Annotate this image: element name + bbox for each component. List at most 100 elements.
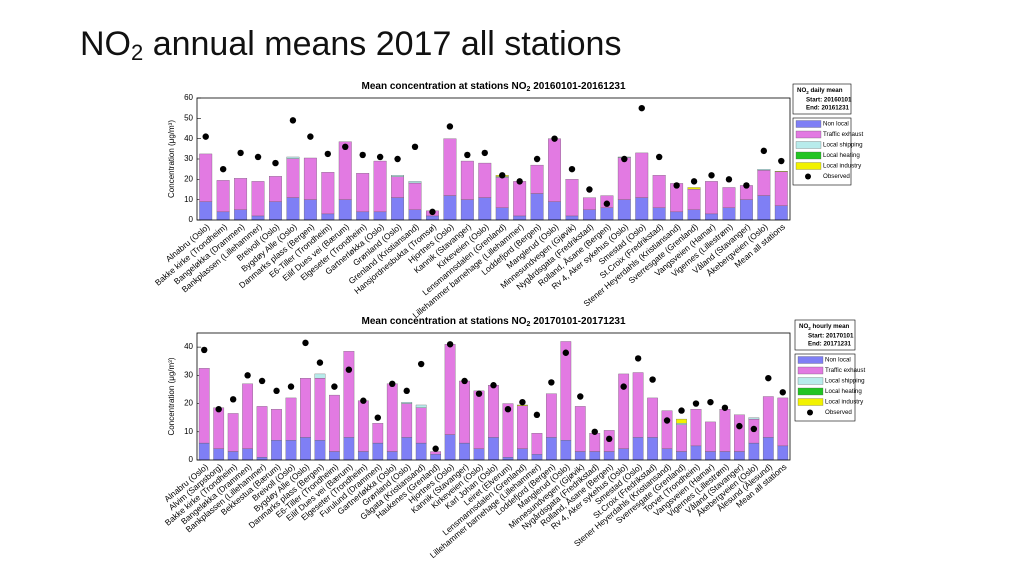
legend-swatch (795, 162, 822, 170)
observed-dot (638, 104, 645, 112)
bar-segment (513, 181, 527, 217)
bar-segment (408, 182, 422, 210)
bar-segment (560, 440, 572, 461)
bar-segment (314, 373, 326, 379)
bar-segment (459, 442, 470, 461)
bar-segment (488, 385, 499, 438)
bar-segment (690, 409, 702, 447)
bar-segment (582, 209, 596, 221)
bar-segment (530, 193, 544, 221)
bar-segment (748, 417, 760, 420)
bar-segment (338, 141, 352, 200)
legend-title-subscript: 2 (806, 90, 809, 95)
observed-dot (359, 151, 366, 159)
legend-label: Non local (825, 357, 851, 364)
bar-segment (338, 199, 352, 221)
y-tick-label: 40 (184, 134, 193, 143)
y-tick-label: 30 (184, 154, 193, 163)
observed-dot (237, 149, 244, 157)
title-subscript: 2 (131, 40, 143, 65)
bar-segment (617, 199, 631, 221)
bar-segment (478, 197, 492, 221)
slide-title: NO2 annual means 2017 all stations (80, 25, 621, 65)
legend-swatch (795, 141, 822, 149)
bar-segment (722, 207, 736, 221)
y-axis-label: Concentration (μg/m³) (167, 357, 176, 435)
observed-dot (360, 397, 367, 404)
observed-dot (374, 414, 381, 421)
bar-segment (460, 199, 474, 221)
bar-segment (635, 197, 649, 221)
bar-segment (216, 211, 230, 221)
legend-box (794, 353, 856, 422)
observed-dot (743, 182, 750, 189)
bar-segment (356, 173, 370, 213)
bar-segment (757, 169, 771, 171)
bar-segment (386, 451, 398, 461)
bar-segment (600, 207, 614, 221)
observed-dot (499, 172, 506, 179)
observed-dot (254, 153, 262, 161)
bar-segment (722, 187, 736, 208)
observed-dot (779, 389, 786, 396)
observed-dot (692, 400, 700, 407)
title-text: annual means 2017 all stations (143, 25, 621, 63)
legend-box (792, 117, 852, 186)
legend-dot (805, 173, 811, 180)
bar-segment (401, 403, 413, 438)
bar-segment (401, 401, 413, 404)
observed-dot (429, 208, 436, 216)
observed-dot (707, 398, 714, 406)
legend-end: End: 20171231 (808, 341, 852, 348)
observed-dot (765, 374, 772, 382)
bar-segment (777, 445, 789, 461)
bar-segment (314, 378, 326, 441)
bar-segment (548, 138, 561, 202)
legend-swatch (797, 356, 824, 364)
bar-segment (329, 451, 340, 461)
legend-label: Local industry (825, 399, 864, 406)
bar-segment (603, 451, 615, 461)
bar-segment (705, 213, 718, 221)
bar-segment (676, 418, 687, 424)
bar-segment (285, 397, 297, 441)
bar-segment (652, 175, 666, 208)
observed-dot (464, 151, 471, 159)
bar-segment (495, 207, 509, 221)
bar-segment (198, 368, 210, 444)
bar-segment (391, 175, 405, 177)
observed-dot (603, 200, 611, 207)
bar-segment (443, 195, 457, 221)
observed-dot (258, 377, 266, 385)
bar-segment (734, 451, 745, 461)
legend-title-subscript: 2 (808, 326, 811, 331)
bar-segment (415, 404, 427, 408)
observed-dot (394, 155, 401, 163)
bar-segment (502, 403, 514, 458)
observed-dot (345, 366, 353, 373)
bar-segment (303, 157, 317, 200)
bar-segment (430, 454, 442, 461)
bar-segment (286, 197, 300, 221)
bar-segment (251, 181, 265, 217)
bar-segment (285, 440, 297, 461)
bar-segment (574, 406, 586, 452)
observed-dot (376, 153, 384, 161)
bar-segment (415, 442, 427, 461)
bar-segment (652, 207, 666, 221)
bar-segment (565, 215, 579, 221)
bar-segment (774, 171, 788, 206)
y-tick-label: 30 (184, 370, 193, 379)
observed-dot (678, 407, 685, 414)
bar-segment (473, 448, 485, 461)
y-tick-label: 0 (189, 455, 194, 464)
bar-segment (443, 138, 457, 196)
bar-segment (774, 171, 788, 172)
bar-segment (545, 393, 557, 438)
bar-segment (300, 378, 311, 438)
bar-segment (216, 180, 230, 213)
bar-segment (676, 424, 687, 452)
legend-swatch (795, 151, 822, 160)
bar-segment (632, 372, 644, 438)
bar-segment (495, 177, 509, 208)
